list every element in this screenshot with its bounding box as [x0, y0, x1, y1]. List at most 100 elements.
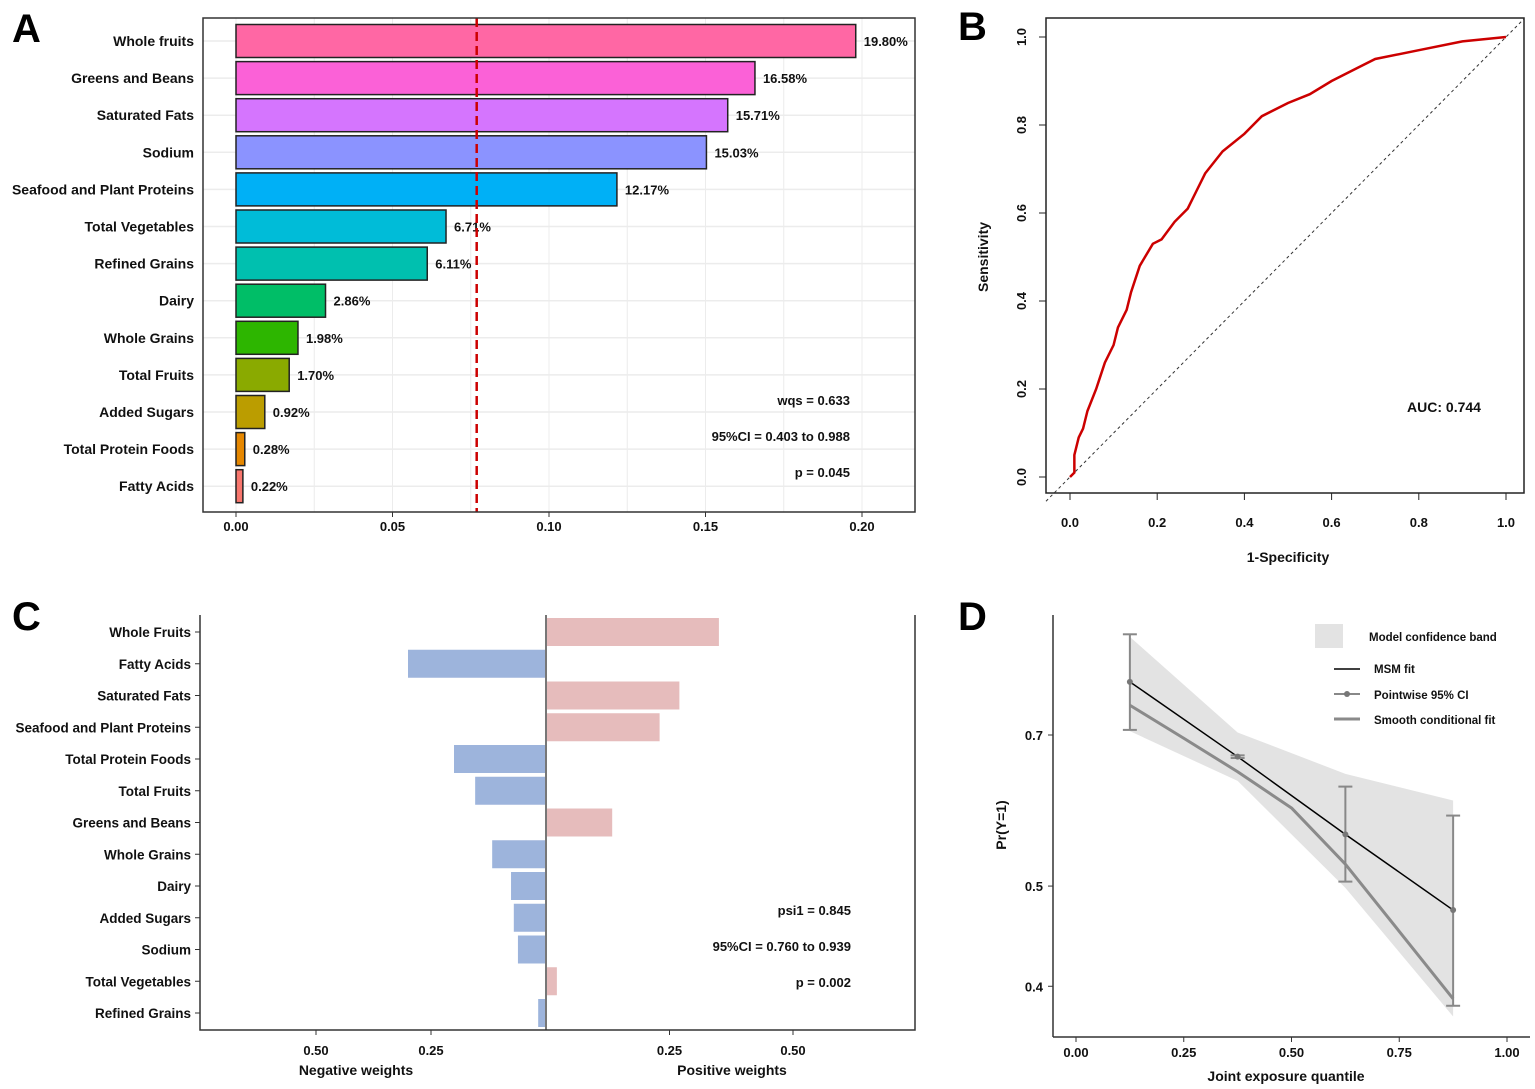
- positive-weight-bar: [546, 618, 719, 646]
- bar: [235, 320, 299, 356]
- category-label: Added Sugars: [99, 911, 191, 926]
- y-axis-label: Pr(Y=1): [993, 800, 1009, 849]
- data-point: [1126, 678, 1133, 685]
- data-label: 0.28%: [253, 442, 290, 457]
- legend: Model confidence band MSM fit Pointwise 95…: [1315, 624, 1497, 727]
- category-label: Added Sugars: [99, 404, 194, 420]
- legend-swatch-point: [1344, 691, 1350, 697]
- bar: [235, 209, 447, 244]
- x-tick-label: 0.25: [657, 1043, 682, 1058]
- reference-diagonal: [1045, 18, 1525, 502]
- legend-swatch-band: [1315, 624, 1343, 648]
- stat-annotation: 95%CI = 0.403 to 0.988: [712, 429, 850, 444]
- negative-weight-bar: [408, 649, 546, 678]
- legend-label: Smooth conditional fit: [1374, 715, 1496, 727]
- data-label: 16.58%: [763, 71, 808, 86]
- confidence-band: [1129, 636, 1454, 1017]
- category-label: Refined Grains: [94, 256, 194, 272]
- category-label: Sodium: [142, 943, 192, 958]
- plot-frame: [199, 615, 916, 1031]
- category-label: Seafood and Plant Proteins: [15, 720, 191, 735]
- x-tick-label: 1.0: [1497, 515, 1515, 530]
- negative-weight-bar: [475, 776, 546, 805]
- x-tick-label: 0.2: [1148, 515, 1166, 530]
- y-tick-label: 1.0: [1014, 28, 1029, 46]
- category-label: Greens and Beans: [72, 816, 191, 831]
- category-label: Dairy: [159, 293, 194, 309]
- legend-label: Model confidence band: [1369, 632, 1497, 644]
- negative-weight-bar: [492, 840, 546, 869]
- bar: [235, 246, 428, 281]
- category-label: Sodium: [143, 144, 194, 160]
- data-label: 6.11%: [435, 257, 472, 272]
- plot-frame: [202, 17, 916, 513]
- bar: [235, 468, 244, 504]
- x-tick-label: 0.6: [1323, 515, 1341, 530]
- bar: [235, 431, 246, 467]
- stat-annotation: 95%CI = 0.760 to 0.939: [713, 939, 851, 954]
- legend-label: MSM fit: [1374, 664, 1415, 676]
- bar: [235, 97, 729, 133]
- x-tick-label: 0.50: [1279, 1045, 1304, 1060]
- data-label: 15.71%: [736, 108, 781, 123]
- x-axis-label: 1-Specificity: [1247, 549, 1330, 565]
- category-label: Total Protein Foods: [64, 441, 195, 457]
- category-label: Whole Grains: [104, 847, 191, 862]
- y-tick-label: 0.0: [1014, 468, 1029, 486]
- bar: [235, 135, 708, 170]
- positive-weight-bar: [546, 713, 660, 742]
- positive-weight-bar: [546, 681, 680, 710]
- panel-d-dose-response-chart: 0.00 0.25 0.50 0.75 1.00 0.7 0.5 0.4 Joint expos…: [993, 615, 1530, 1084]
- y-tick-label: 0.6: [1014, 204, 1029, 222]
- negative-weight-bar: [517, 935, 546, 964]
- bar: [235, 357, 290, 393]
- msm-fit-line: [1129, 681, 1454, 911]
- category-label: Whole Grains: [104, 330, 194, 346]
- y-axis-label: Sensitivity: [975, 222, 991, 292]
- x-tick-label: 1.00: [1494, 1045, 1519, 1060]
- x-tick-label: 0.4: [1235, 515, 1254, 530]
- y-tick-label: 0.7: [1025, 728, 1043, 743]
- bar: [235, 283, 327, 318]
- panel-label: B: [958, 5, 987, 49]
- panel-label: C: [12, 595, 41, 639]
- positive-weight-bar: [546, 967, 557, 996]
- x-tick-label: 0.0: [1061, 515, 1079, 530]
- x-tick-label: 0.20: [849, 519, 874, 534]
- category-label: Total Vegetables: [85, 974, 191, 989]
- bar: [235, 172, 618, 207]
- category-label: Dairy: [157, 879, 191, 894]
- y-tick-label: 0.2: [1014, 380, 1029, 398]
- stat-annotation: p = 0.045: [795, 465, 850, 480]
- y-tick-label: 0.5: [1025, 879, 1043, 894]
- data-label: 0.92%: [273, 405, 310, 420]
- data-point: [1450, 907, 1457, 914]
- x-tick-label: 0.05: [380, 519, 405, 534]
- legend-label: Pointwise 95% CI: [1374, 690, 1469, 702]
- x-tick-label: 0.75: [1387, 1045, 1412, 1060]
- category-label: Total Fruits: [119, 784, 192, 799]
- x-axis-label-positive: Positive weights: [677, 1062, 787, 1078]
- panel-b-roc-curve: 0.0 0.0 0.2 0.2 0.4 0.4 0.6 0.6 0.8 0.8 1.0 1.0 1-Sp…: [975, 17, 1525, 565]
- data-point: [1234, 753, 1241, 760]
- y-tick-label: 0.4: [1014, 291, 1029, 310]
- category-label: Fatty Acids: [119, 478, 194, 494]
- category-label: Saturated Fats: [97, 107, 194, 123]
- data-label: 19.80%: [864, 34, 909, 49]
- category-label: Total Fruits: [119, 367, 194, 383]
- data-label: 6.71%: [454, 220, 491, 235]
- category-label: Fatty Acids: [119, 657, 191, 672]
- x-tick-label: 0.25: [1171, 1045, 1196, 1060]
- category-label: Total Vegetables: [85, 219, 195, 235]
- data-point: [1342, 831, 1349, 838]
- data-label: 12.17%: [625, 182, 670, 197]
- data-label: 0.22%: [251, 479, 288, 494]
- panel-c-qgcomp-weights-chart: Whole Fruits Fatty Acids Saturated Fats Sea…: [15, 615, 916, 1078]
- x-axis-label-negative: Negative weights: [299, 1062, 414, 1078]
- negative-weight-bar: [454, 745, 546, 773]
- x-tick-label: 0.50: [780, 1043, 805, 1058]
- bar: [235, 394, 266, 430]
- positive-weight-bar: [546, 808, 613, 837]
- panel-label: D: [958, 595, 987, 639]
